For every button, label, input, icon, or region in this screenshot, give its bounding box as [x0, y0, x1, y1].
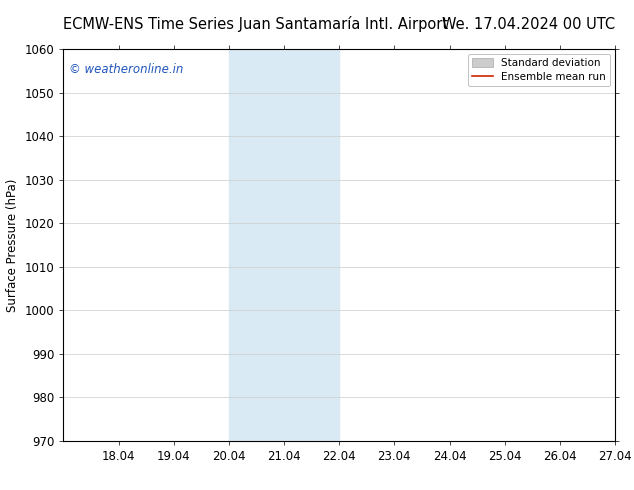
Text: We. 17.04.2024 00 UTC: We. 17.04.2024 00 UTC — [442, 17, 615, 32]
Bar — [229, 49, 339, 441]
Legend: Standard deviation, Ensemble mean run: Standard deviation, Ensemble mean run — [467, 54, 610, 86]
Y-axis label: Surface Pressure (hPa): Surface Pressure (hPa) — [6, 178, 19, 312]
Text: © weatheronline.in: © weatheronline.in — [69, 63, 183, 76]
Text: ECMW-ENS Time Series Juan Santamaría Intl. Airport: ECMW-ENS Time Series Juan Santamaría Int… — [63, 16, 448, 32]
